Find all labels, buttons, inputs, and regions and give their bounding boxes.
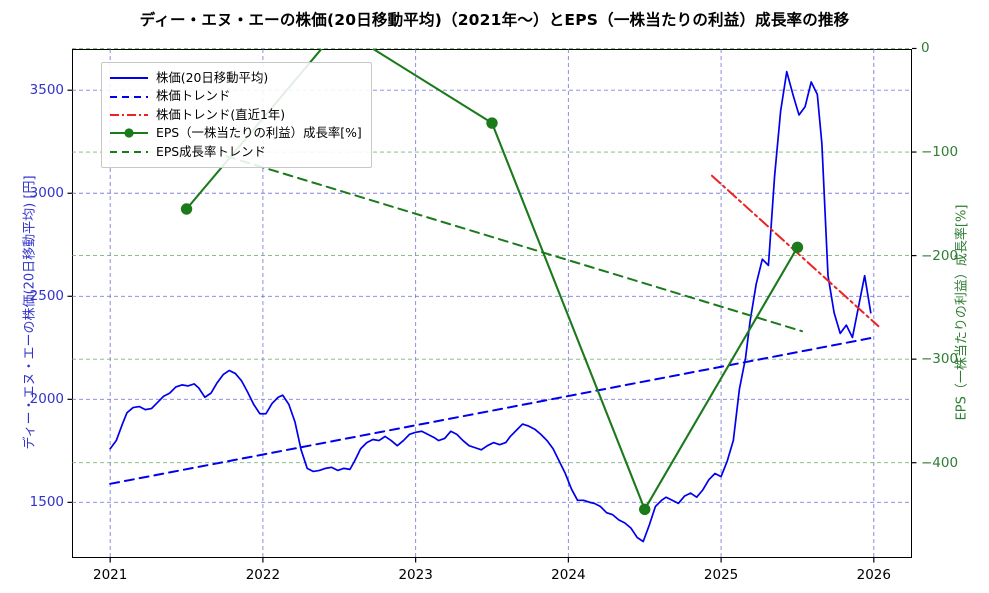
y-axis-left-title: ディー・エヌ・エーの株価(20日移動平均) [円] (22, 175, 38, 450)
legend-swatch-icon (109, 108, 149, 122)
y-left-tick-3500: 3500 (29, 82, 64, 99)
legend-item-4: EPS成長率トレンド (109, 143, 362, 161)
y-right-tick--200: −200 (921, 247, 959, 264)
legend-swatch-icon (109, 71, 149, 85)
x-tick-2024: 2024 (551, 567, 586, 583)
legend-label: 株価(20日移動平均) (156, 69, 269, 85)
y-right-tick--300: −300 (921, 351, 959, 368)
y-right-tick--100: −100 (921, 144, 959, 161)
x-tick-2022: 2022 (245, 567, 281, 583)
legend-item-1: 株価トレンド (109, 87, 362, 105)
legend-label: 株価トレンド(直近1年) (156, 106, 286, 122)
legend-label: 株価トレンド (156, 88, 231, 104)
legend-swatch-icon (109, 145, 149, 159)
legend-label: EPS（一株当たりの利益）成長率[%] (156, 125, 362, 141)
legend-item-3: EPS（一株当たりの利益）成長率[%] (109, 124, 362, 142)
legend-swatch-icon (109, 90, 149, 104)
legend-item-0: 株価(20日移動平均) (109, 69, 362, 87)
y-right-tick-0: 0 (921, 40, 930, 57)
y-left-tick-3000: 3000 (29, 185, 64, 202)
y-left-tick-1500: 1500 (29, 494, 64, 511)
legend-label: EPS成長率トレンド (156, 143, 266, 159)
x-tick-2026: 2026 (856, 567, 891, 583)
chart-legend: 株価(20日移動平均) 株価トレンド株価トレンド(直近1年) EPS（一株当たりの利… (101, 62, 372, 168)
y-left-tick-2500: 2500 (29, 288, 64, 305)
legend-item-2: 株価トレンド(直近1年) (109, 106, 362, 124)
x-tick-2023: 2023 (398, 567, 433, 583)
legend-swatch-icon (109, 126, 149, 140)
y-left-tick-2000: 2000 (29, 391, 64, 408)
x-tick-2025: 2025 (703, 567, 739, 583)
y-right-tick--400: −400 (921, 454, 959, 471)
chart-title: ディー・エヌ・エーの株価(20日移動平均)（2021年〜）とEPS（一株当たりの… (139, 11, 850, 29)
x-tick-2021: 2021 (92, 567, 128, 583)
